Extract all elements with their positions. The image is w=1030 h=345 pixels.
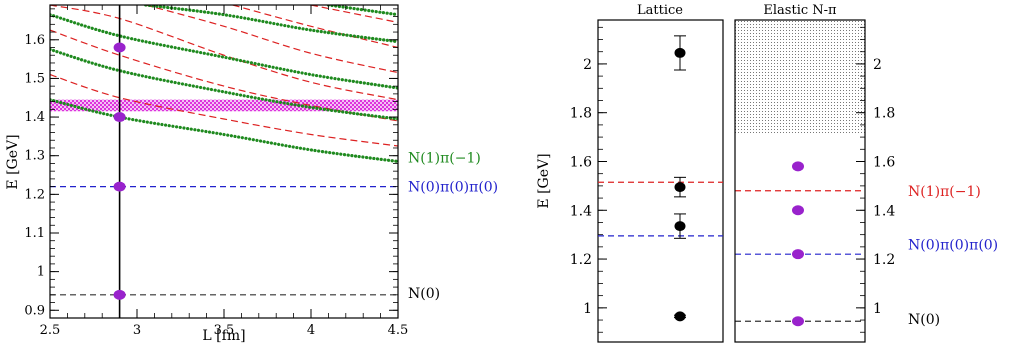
lattice-point-0 [674,311,686,322]
y-tick-label-a-0: 0.9 [24,303,45,318]
lattice-point-3 [674,47,686,58]
elastic-point-2 [792,205,804,216]
red-dashed-curve-0 [50,74,398,147]
inelastic-shaded-region [735,20,865,135]
panel-energy-vs-L: 2.5 3 3.5 4 4.5 0.9 1 1.1 1.2 1.3 1.4 1.5 1.6 L [fm… [5,4,498,344]
y-tick-label-a-1: 1 [37,265,45,280]
energy-point-a-3 [113,42,126,53]
x-axis-label-L: L [fm] [202,328,245,344]
x-tick-label-a-2: 3.5 [214,323,235,338]
energy-point-a-1 [113,181,126,192]
y-tick-label-a-4: 1.3 [24,149,45,164]
y-tick-label-c-2: 1.4 [873,203,895,219]
red-dashed-curve-5 [310,5,398,23]
y-tick-label-a-7: 1.6 [24,33,45,48]
state-label-a-2: N(0) [408,286,440,302]
y-tick-label-c-4: 1.8 [873,106,895,122]
title-lattice: Lattice [637,3,683,18]
green-dotted-curve-3 [144,5,398,44]
green-dotted-curve-0 [50,98,398,164]
elastic-point-3 [792,161,804,172]
title-elastic: Elastic N-π [763,3,837,18]
panel-elastic: Elastic N-π 1 1.2 1.4 1.6 1.8 2 N(1)π(−1) N(0)… [734,3,998,343]
resonance-band [50,99,398,112]
y-tick-label-a-3: 1.2 [24,187,45,202]
state-label-c-1: N(0)π(0)π(0) [908,237,998,253]
state-label-c-0: N(1)π(−1) [908,184,981,200]
panel-lattice: Lattice 1 1.2 1.4 1.6 1.8 2 E [GeV] [536,3,724,343]
energy-point-a-0 [113,289,126,300]
state-label-a-0: N(1)π(−1) [408,151,481,167]
lattice-point-2 [674,182,686,193]
y-tick-label-c-1: 1.2 [873,252,895,268]
elastic-point-1 [792,249,804,260]
y-tick-label-b-3: 1.6 [570,154,592,170]
y-tick-label-b-1: 1.2 [570,252,592,268]
frame-lattice [597,19,724,343]
state-label-a-1: N(0)π(0)π(0) [408,180,498,196]
state-label-c-2: N(0) [908,312,940,328]
y-tick-label-c-0: 1 [873,301,882,317]
y-tick-label-a-6: 1.5 [24,71,45,86]
red-dashed-curve-3 [145,5,398,74]
x-tick-label-a-3: 4 [307,323,315,338]
y-tick-label-b-4: 1.8 [570,106,592,122]
green-dotted-curve-2 [50,13,398,90]
y-tick-label-a-5: 1.4 [24,110,45,125]
y-tick-label-b-0: 1 [583,301,592,317]
y-tick-label-c-5: 2 [873,57,882,73]
y-tick-label-a-2: 1.1 [24,226,45,241]
y-tick-label-b-5: 2 [583,57,592,73]
x-tick-label-a-4: 4.5 [388,323,409,338]
x-tick-label-a-0: 2.5 [40,323,61,338]
y-tick-label-c-3: 1.6 [873,154,895,170]
red-dashed-curve-2 [50,5,398,101]
lattice-point-1 [674,221,686,232]
red-dashed-curve-4 [232,5,398,49]
y-tick-label-b-2: 1.4 [570,203,592,219]
energy-point-a-2 [113,112,126,123]
frame-elastic [734,19,866,343]
elastic-point-0 [792,316,804,327]
x-tick-label-a-1: 3 [133,323,141,338]
green-dotted-curve-1 [50,47,398,121]
plot-area-energy-vs-L [50,5,398,318]
y-axis-label-energy-a: E [GeV] [5,134,21,189]
y-axis-label-energy-b: E [GeV] [536,153,552,208]
